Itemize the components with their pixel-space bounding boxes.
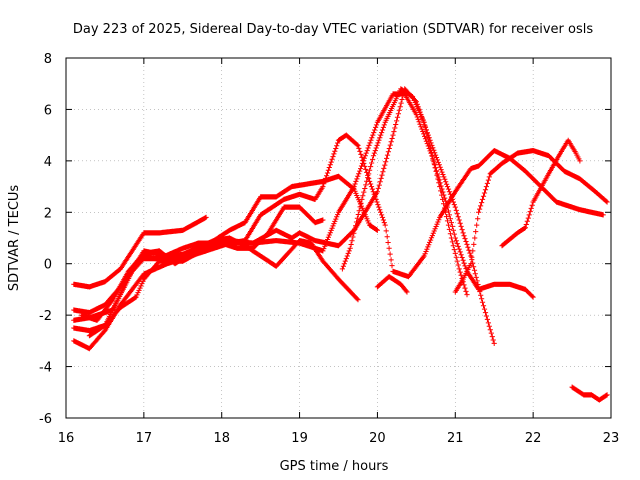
y-tick-label: -2 bbox=[39, 309, 52, 324]
x-tick-label: 21 bbox=[447, 431, 464, 446]
series-marker-path bbox=[71, 132, 606, 352]
series-marker-path bbox=[339, 86, 470, 298]
plot-frame bbox=[65, 57, 612, 419]
series-s1 bbox=[71, 214, 209, 290]
series-s9 bbox=[374, 274, 410, 295]
series-marker-path bbox=[499, 137, 583, 249]
x-tick-label: 19 bbox=[291, 431, 308, 446]
y-tick-label: -4 bbox=[39, 361, 52, 376]
y-tick-label: 4 bbox=[44, 155, 52, 170]
x-tick-label: 17 bbox=[136, 431, 153, 446]
y-axis-label: SDTVAR / TECUs bbox=[7, 185, 22, 292]
y-axis: -6 -4 -2 0 2 4 6 8 bbox=[39, 52, 611, 427]
x-tick-label: 23 bbox=[603, 431, 620, 446]
x-tick-label: 22 bbox=[525, 431, 542, 446]
series-marker-path bbox=[569, 384, 610, 403]
y-tick-label: 8 bbox=[44, 52, 52, 67]
y-tick-label: 6 bbox=[44, 103, 52, 118]
y-tick-label: -6 bbox=[39, 412, 52, 427]
x-axis-label: GPS time / hours bbox=[280, 459, 389, 474]
x-tick-label: 18 bbox=[213, 431, 230, 446]
y-tick-label: 2 bbox=[44, 206, 52, 221]
series-s10 bbox=[499, 137, 583, 249]
series-s11 bbox=[452, 148, 610, 295]
series-marker-path bbox=[452, 148, 610, 295]
series-s6 bbox=[79, 86, 497, 346]
series-marker-path bbox=[71, 214, 209, 290]
data-marks bbox=[71, 86, 610, 403]
chart-title: Day 223 of 2025, Sidereal Day-to-day VTE… bbox=[73, 22, 593, 37]
x-tick-label: 20 bbox=[369, 431, 386, 446]
series-s7 bbox=[86, 91, 536, 339]
x-axis: 16 17 18 19 20 21 22 23 bbox=[58, 58, 620, 446]
x-tick-label: 16 bbox=[58, 431, 75, 446]
series-s12 bbox=[569, 384, 610, 403]
series-marker-path bbox=[79, 86, 497, 346]
grid-lines bbox=[66, 58, 611, 418]
series-marker-path bbox=[374, 274, 410, 295]
series-marker-path bbox=[86, 91, 536, 339]
y-tick-label: 0 bbox=[44, 258, 52, 273]
series-s4 bbox=[71, 132, 606, 352]
series-s8 bbox=[339, 86, 470, 298]
